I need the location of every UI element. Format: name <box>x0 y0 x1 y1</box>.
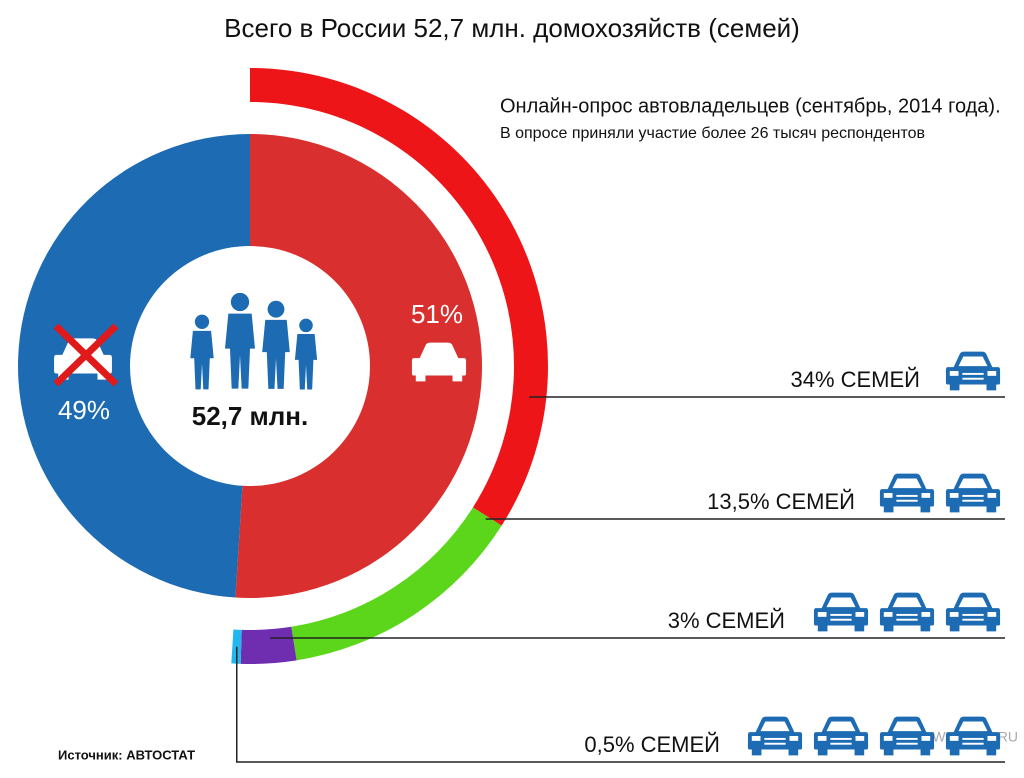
source: Источник: АВТОСТАТ <box>58 747 195 762</box>
crossed-car-icon <box>53 323 119 387</box>
car-icon <box>879 592 935 632</box>
car-icon <box>813 716 869 756</box>
car-icon <box>945 592 1001 632</box>
ring-segment <box>250 68 548 526</box>
center-label: 52,7 млн. <box>192 401 309 431</box>
car-icon <box>747 716 803 756</box>
pie <box>18 68 548 664</box>
slice-label: 51% <box>411 299 463 329</box>
segment-label: 13,5% СЕМЕЙ <box>707 489 855 514</box>
segment-label: 34% СЕМЕЙ <box>790 367 920 392</box>
segment-label: 0,5% СЕМЕЙ <box>584 732 720 757</box>
pie-slice <box>235 134 483 598</box>
title: Всего в России 52,7 млн. домохозяйств (с… <box>224 13 800 43</box>
subtitle: Онлайн-опрос автовладельцев (сентябрь, 2… <box>500 95 1001 117</box>
car-icon <box>879 716 935 756</box>
car-icon <box>879 473 935 513</box>
slice-label: 49% <box>58 395 110 425</box>
leader-line <box>236 646 1005 763</box>
center-hole <box>130 246 370 486</box>
pie-slice <box>18 134 250 598</box>
car-icon <box>945 473 1001 513</box>
segment-label: 3% СЕМЕЙ <box>668 608 785 633</box>
subtitle: В опросе приняли участие более 26 тысяч … <box>500 125 925 142</box>
car-icon <box>945 351 1001 391</box>
ring-segment <box>291 507 502 661</box>
ring-segment <box>231 629 242 664</box>
car-icon <box>945 716 1001 756</box>
ring-segment <box>240 626 297 664</box>
car-icon <box>813 592 869 632</box>
